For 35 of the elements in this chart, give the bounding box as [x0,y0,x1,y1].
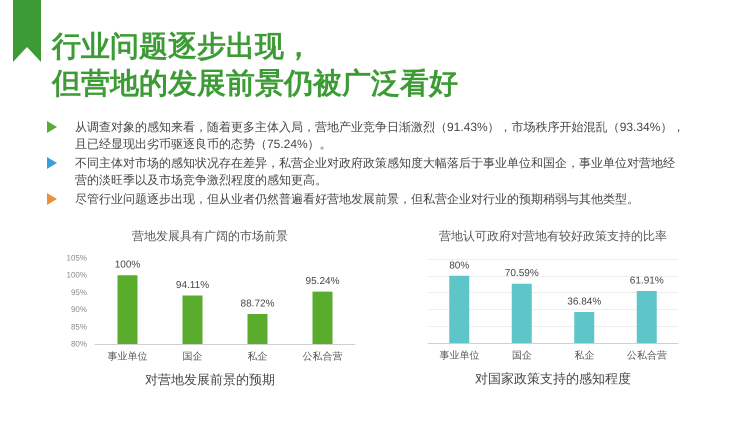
x-tick-label: 私企 [574,350,594,362]
data-label: 36.84% [567,296,602,308]
y-tick-label: 95% [70,288,87,297]
y-tick-label: 105% [66,254,87,262]
data-label: 94.11% [176,280,210,291]
x-tick-label: 国企 [512,350,532,362]
text: 不同主体对市场的感知状况存在差异，私营企业对政府政策感知度大幅落后于事业单位和国企，事业单位对营地经营的淡旺季以及市场竞争激烈程度的感知更高。 [75,155,676,189]
data-label: 61.91% [630,275,664,286]
bar [512,284,532,343]
bar [636,290,657,343]
text: 但营地的发展前景仍被广泛看好 [52,67,458,102]
data-label: 100% [114,260,140,271]
x-tick-label: 事业单位 [108,350,148,362]
data-label: 95.24% [306,276,340,288]
data-label: 70.59% [504,268,539,280]
x-tick-label: 私企 [248,350,268,362]
y-tick-label: 85% [70,322,87,332]
data-label: 80% [449,260,470,272]
x-axis-title: 对营地发展前景的预期 [145,372,275,387]
x-tick-label: 公私合营 [626,350,667,362]
y-tick-label: 90% [70,305,87,314]
bar [449,276,470,343]
x-axis-title: 对国家政策支持的感知程度 [475,371,631,386]
text: 行业问题逐步出现， [52,30,313,65]
x-tick-label: 公私合营 [302,350,342,362]
text: 尽管行业问题逐步出现，但从业者仍然普遍看好营地发展前景，但私营企业对行业的预期稍弱与其他类型。 [75,191,640,208]
x-tick-label: 事业单位 [439,350,480,362]
chart-title: 营地认可政府对营地有较好政策支持的比率 [439,229,667,243]
text: 从调查对象的感知来看，随着更多主体入局，营地产业竞争日渐激烈（91.43%），市场秩序开始混乱（93.34%），且已经显现出劣币驱逐良币的态势（75.24%）。 [75,119,686,153]
chart-title: 营地发展具有广阔的市场前景 [132,229,288,243]
data-label: 88.72% [240,298,275,310]
x-tick-label: 国企 [182,350,202,362]
bar [574,312,594,343]
y-tick-label: 80% [70,340,87,348]
y-tick-label: 100% [66,270,87,280]
